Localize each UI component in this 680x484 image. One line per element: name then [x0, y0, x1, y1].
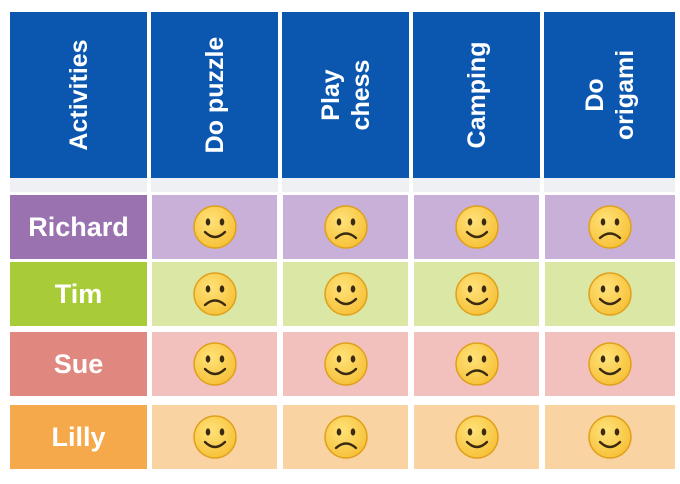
- activity-table: Activities Do puzzle Play chess Camping …: [10, 12, 675, 476]
- header-camping-label: Camping: [462, 41, 491, 149]
- header-activities-label: Activities: [64, 39, 93, 151]
- header-activities: Activities: [10, 12, 147, 178]
- header-play-chess-line-1: Play: [316, 69, 345, 121]
- header-divider: [151, 178, 278, 192]
- smiling-face-icon: [454, 272, 499, 316]
- header-camping: Camping: [413, 12, 540, 178]
- mood-cell: [152, 332, 277, 396]
- smiling-face-icon: [454, 415, 499, 459]
- header-divider: [282, 178, 409, 192]
- mood-cell: [414, 195, 539, 259]
- frowning-face-icon: [454, 342, 499, 386]
- smiling-face-icon: [588, 415, 632, 459]
- smiling-face-icon: [588, 342, 632, 386]
- header-do-origami-line-1: Do: [580, 78, 609, 112]
- mood-cell: [283, 262, 408, 326]
- row-label-sue: Sue: [10, 332, 147, 396]
- mood-cell: [545, 405, 675, 469]
- mood-cell: [152, 195, 277, 259]
- smiling-face-icon: [454, 205, 499, 249]
- smiling-face-icon: [192, 205, 237, 249]
- header-play-chess: Play chess: [282, 12, 409, 178]
- row-label-richard: Richard: [10, 195, 147, 259]
- header-do-puzzle-label: Do puzzle: [200, 36, 229, 154]
- smiling-face-icon: [588, 272, 632, 316]
- mood-cell: [414, 262, 539, 326]
- mood-cell: [283, 332, 408, 396]
- smiling-face-icon: [192, 415, 237, 459]
- frowning-face-icon: [192, 272, 237, 316]
- frowning-face-icon: [323, 415, 368, 459]
- header-divider: [10, 178, 147, 192]
- mood-cell: [152, 262, 277, 326]
- row-label-lilly: Lilly: [10, 405, 147, 469]
- header-do-puzzle: Do puzzle: [151, 12, 278, 178]
- mood-cell: [545, 262, 675, 326]
- mood-cell: [545, 332, 675, 396]
- mood-cell: [545, 195, 675, 259]
- header-divider: [413, 178, 540, 192]
- header-do-origami: Do origami: [544, 12, 675, 178]
- mood-cell: [283, 405, 408, 469]
- mood-cell: [414, 332, 539, 396]
- header-play-chess-line-2: chess: [346, 59, 375, 131]
- mood-cell: [283, 195, 408, 259]
- header-do-origami-line-2: origami: [610, 49, 639, 141]
- frowning-face-icon: [323, 205, 368, 249]
- smiling-face-icon: [192, 342, 237, 386]
- row-label-tim: Tim: [10, 262, 147, 326]
- frowning-face-icon: [588, 205, 632, 249]
- mood-cell: [414, 405, 539, 469]
- smiling-face-icon: [323, 272, 368, 316]
- header-divider: [544, 178, 675, 192]
- smiling-face-icon: [323, 342, 368, 386]
- mood-cell: [152, 405, 277, 469]
